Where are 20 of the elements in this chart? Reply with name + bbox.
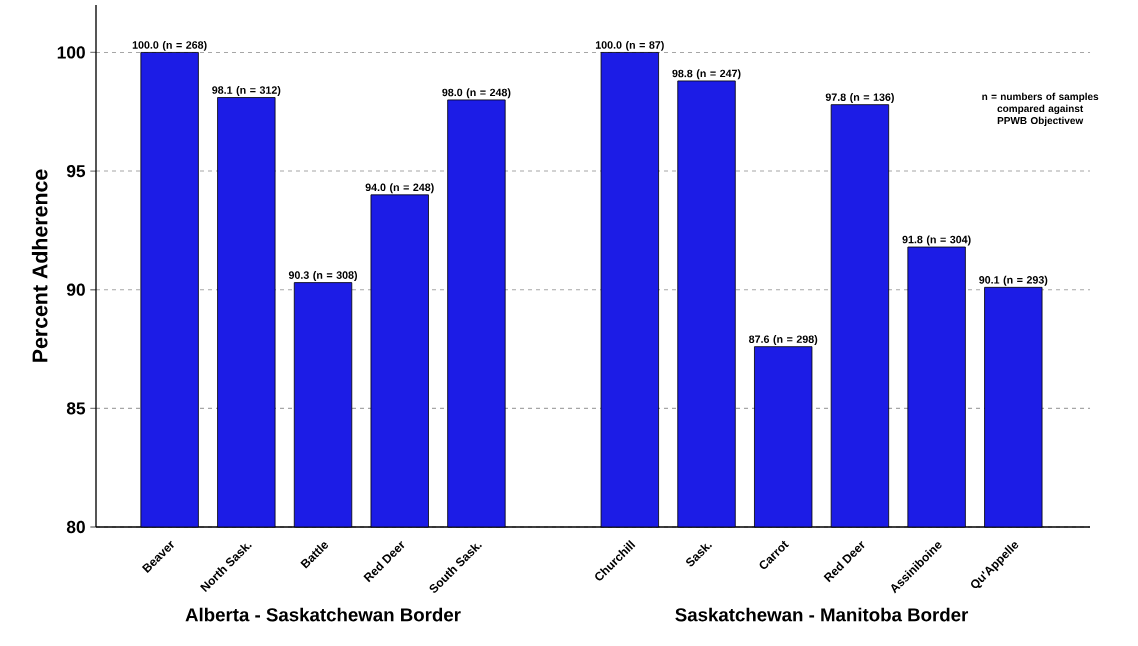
data-label: 98.8 (n = 247) [672, 69, 741, 80]
data-label: 94.0 (n = 248) [365, 183, 434, 194]
text: Alberta - Saskatchewan Border [185, 607, 461, 622]
y-tick-label: 95 [66, 164, 86, 178]
data-label: 91.8 (n = 304) [902, 235, 971, 246]
data-label: 90.3 (n = 308) [288, 271, 358, 282]
y-axis-title: Percent Adherence [31, 169, 48, 362]
y-tick-label: 90 [66, 283, 85, 296]
text: Saskatchewan - Manitoba Border [675, 607, 969, 622]
data-label: 98.0 (n = 248) [442, 88, 511, 99]
data-label: 98.1 (n = 312) [212, 85, 281, 96]
data-label: 87.6 (n = 298) [749, 335, 818, 346]
y-tick-label: 85 [66, 402, 86, 415]
annotation: n = numbers of samples compared against PPWB Objectivew [982, 92, 1099, 127]
y-tick-label: 100 [57, 46, 85, 59]
data-label: 100.0 (n = 268) [132, 40, 207, 51]
data-label: 97.8 (n = 136) [825, 93, 894, 104]
data-label: 90.1 (n = 293) [979, 275, 1048, 286]
data-label: 100.0 (n = 87) [595, 40, 664, 51]
y-tick-label: 80 [66, 520, 85, 534]
